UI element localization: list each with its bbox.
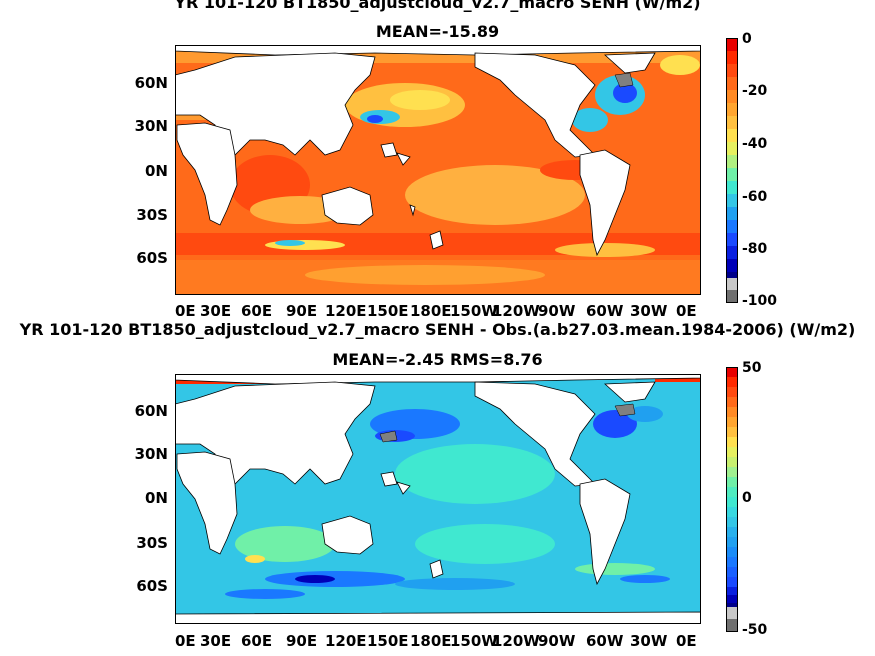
lon-120e: 120E (325, 632, 367, 650)
lon-60w: 60W (586, 302, 624, 320)
lon-0e: 0E (175, 302, 196, 320)
panel2-lon-axis: 0E 30E 60E 90E 120E 150E 180E 150W 120W … (0, 632, 875, 652)
panel2-cb-label-1: 0 (742, 490, 752, 506)
lon-150e: 150E (367, 302, 409, 320)
panel2-stats-text: MEAN=-2.45 RMS=8.76 (332, 350, 543, 369)
panel2-lat-60n: 60N (134, 402, 168, 420)
lon-120w: 120W (492, 632, 540, 650)
lon-60e: 60E (241, 632, 273, 650)
panel1-cb-label-2: -40 (742, 136, 768, 152)
lon-0e-end: 0E (676, 302, 697, 320)
panel1-lat-60n: 60N (134, 74, 168, 92)
panel2-title-line1: YR 101-120 BT1850_adjustcloud_v2.7_macro… (0, 321, 875, 339)
panel1-lon-axis: 0E 30E 60E 90E 120E 150E 180E 150W 120W … (0, 302, 875, 322)
lon-30e: 30E (200, 302, 232, 320)
panel2-lat-30n: 30N (134, 445, 168, 463)
panel1-frame (175, 45, 701, 295)
lon-30w: 30W (630, 632, 668, 650)
panel1-map (175, 45, 701, 295)
panel1-cb-label-0: 0 (742, 31, 752, 47)
lon-30w: 30W (630, 302, 668, 320)
panel1-lat-30n: 30N (134, 117, 168, 135)
panel2-colorbar (726, 367, 738, 632)
panel1-cb-label-3: -60 (742, 189, 768, 205)
panel1-cb-label-4: -80 (742, 241, 768, 257)
panel1-title-line1: YR 101-120 BT1850_adjustcloud_v2.7_macro… (0, 0, 875, 12)
lon-180e: 180E (410, 302, 452, 320)
panel2-cb-label-0: 50 (742, 360, 762, 376)
panel1-land (175, 45, 701, 257)
panel2-frame (175, 374, 701, 624)
panel1-missing-patch (614, 72, 634, 88)
panel2-title-line2: MEAN=-2.45 RMS=8.76 (0, 351, 875, 369)
lon-30e: 30E (200, 632, 232, 650)
panel2-cb-label-2: -50 (742, 622, 768, 638)
panel2-missing-patch-2 (614, 403, 636, 417)
lon-120w: 120W (492, 302, 540, 320)
lon-120e: 120E (325, 302, 367, 320)
panel1-lat-30s: 30S (136, 206, 168, 224)
panel2-title-text: YR 101-120 BT1850_adjustcloud_v2.7_macro… (19, 320, 856, 339)
lon-0e: 0E (175, 632, 196, 650)
lon-90w: 90W (538, 302, 576, 320)
panel1-title-text: YR 101-120 BT1850_adjustcloud_v2.7_macro… (174, 0, 701, 12)
panel1-lat-60s: 60S (136, 249, 168, 267)
panel2-missing-patch (379, 430, 398, 443)
lon-0e-end: 0E (676, 632, 697, 650)
panel1-cb-label-1: -20 (742, 83, 768, 99)
panel2-lat-30s: 30S (136, 534, 168, 552)
lon-180e: 180E (410, 632, 452, 650)
panel1-lat-0n: 0N (145, 162, 168, 180)
lon-150w: 150W (450, 302, 498, 320)
lon-150e: 150E (367, 632, 409, 650)
lon-60e: 60E (241, 302, 273, 320)
lon-90e: 90E (286, 632, 318, 650)
panel1-mean-text: MEAN=-15.89 (375, 22, 500, 41)
panel1-title-line2: MEAN=-15.89 (0, 23, 875, 41)
panel2-land (175, 374, 701, 624)
panel2-ocean-patterns (175, 374, 701, 599)
lon-90w: 90W (538, 632, 576, 650)
lon-150w: 150W (450, 632, 498, 650)
panel1-cb-label-5: -100 (742, 293, 778, 309)
lon-60w: 60W (586, 632, 624, 650)
panel2-lat-60s: 60S (136, 577, 168, 595)
panel1-colorbar (726, 38, 738, 303)
lon-90e: 90E (286, 302, 318, 320)
panel2-lat-0n: 0N (145, 489, 168, 507)
panel1-colorbar-steps (726, 38, 738, 303)
panel2-colorbar-steps (726, 367, 738, 632)
panel2-map (175, 374, 701, 624)
